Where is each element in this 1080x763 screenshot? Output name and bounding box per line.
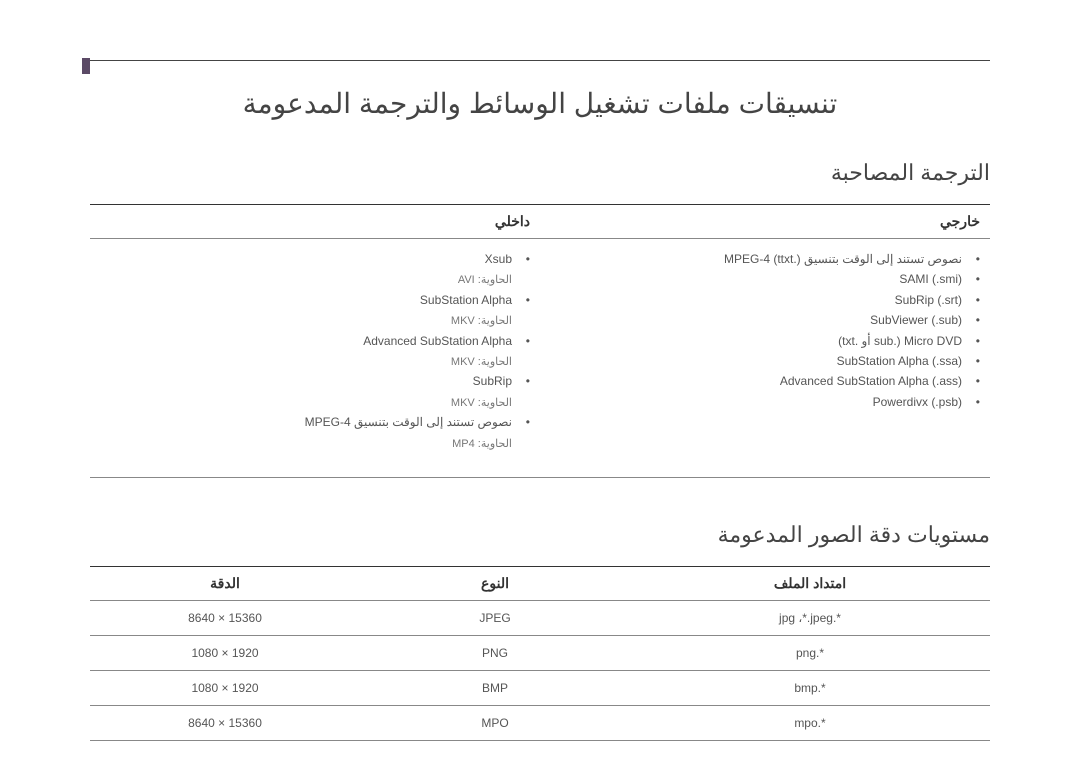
page-title: تنسيقات ملفات تشغيل الوسائط والترجمة الم…: [90, 87, 990, 120]
container-note: الحاوية: MKV: [451, 315, 512, 327]
cell-type: JPEG: [360, 600, 630, 635]
list-item: نصوص تستند إلى الوقت بتنسيق MPEG-4 (ttxt…: [550, 249, 980, 269]
container-note: الحاوية: MKV: [451, 397, 512, 409]
internal-cell: Xsub الحاوية: AVI SubStation Alpha الحاو…: [90, 239, 540, 478]
subtitle-table: خارجي داخلي نصوص تستند إلى الوقت بتنسيق …: [90, 204, 990, 478]
cell-res: 1920 × 1080: [90, 670, 360, 705]
list-item: SubRip الحاوية: MKV: [100, 371, 530, 412]
table-row: *.jpg ،*.jpeg JPEG 15360 × 8640: [90, 600, 990, 635]
list-item: Advanced SubStation Alpha الحاوية: MKV: [100, 331, 530, 372]
cell-type: BMP: [360, 670, 630, 705]
list-item: نصوص تستند إلى الوقت بتنسيق MPEG-4 الحاو…: [100, 412, 530, 453]
list-item: Powerdivx (.psb): [550, 392, 980, 412]
list-item: SubStation Alpha الحاوية: MKV: [100, 290, 530, 331]
cell-res: 15360 × 8640: [90, 600, 360, 635]
cell-type: PNG: [360, 635, 630, 670]
table-row: *.mpo MPO 15360 × 8640: [90, 705, 990, 740]
list-item: SAMI (.smi): [550, 269, 980, 289]
subtitles-heading: الترجمة المصاحبة: [90, 160, 990, 186]
cell-res: 15360 × 8640: [90, 705, 360, 740]
col-ext: امتداد الملف: [630, 566, 990, 600]
external-cell: نصوص تستند إلى الوقت بتنسيق MPEG-4 (ttxt…: [540, 239, 990, 478]
list-item: Advanced SubStation Alpha (.ass): [550, 371, 980, 391]
col-res: الدقة: [90, 566, 360, 600]
page-root: تنسيقات ملفات تشغيل الوسائط والترجمة الم…: [0, 0, 1080, 763]
table-row: *.png PNG 1920 × 1080: [90, 635, 990, 670]
cell-ext: *.mpo: [630, 705, 990, 740]
internal-list: Xsub الحاوية: AVI SubStation Alpha الحاو…: [100, 249, 530, 453]
cell-ext: *.jpg ،*.jpeg: [630, 600, 990, 635]
cell-type: MPO: [360, 705, 630, 740]
cell-ext: *.png: [630, 635, 990, 670]
container-note: الحاوية: AVI: [458, 274, 512, 286]
accent-box: [82, 58, 90, 74]
internal-label: Xsub: [485, 252, 512, 266]
internal-label: Advanced SubStation Alpha: [363, 334, 512, 348]
internal-label: نصوص تستند إلى الوقت بتنسيق MPEG-4: [305, 415, 512, 429]
container-note: الحاوية: MP4: [452, 438, 512, 450]
col-internal: داخلي: [90, 205, 540, 239]
col-type: النوع: [360, 566, 630, 600]
external-list: نصوص تستند إلى الوقت بتنسيق MPEG-4 (ttxt…: [550, 249, 980, 412]
table-row: *.bmp BMP 1920 × 1080: [90, 670, 990, 705]
col-external: خارجي: [540, 205, 990, 239]
cell-ext: *.bmp: [630, 670, 990, 705]
internal-label: SubStation Alpha: [420, 293, 512, 307]
list-item: SubStation Alpha (.ssa): [550, 351, 980, 371]
cell-res: 1920 × 1080: [90, 635, 360, 670]
images-heading: مستويات دقة الصور المدعومة: [90, 522, 990, 548]
internal-label: SubRip: [473, 374, 512, 388]
list-item: Xsub الحاوية: AVI: [100, 249, 530, 290]
container-note: الحاوية: MKV: [451, 356, 512, 368]
image-table: امتداد الملف النوع الدقة *.jpg ،*.jpeg J…: [90, 566, 990, 741]
list-item: Micro DVD (.sub أو .txt): [550, 331, 980, 351]
section-gap: [90, 478, 990, 522]
top-rule: [90, 60, 990, 61]
list-item: SubRip (.srt): [550, 290, 980, 310]
list-item: SubViewer (.sub): [550, 310, 980, 330]
